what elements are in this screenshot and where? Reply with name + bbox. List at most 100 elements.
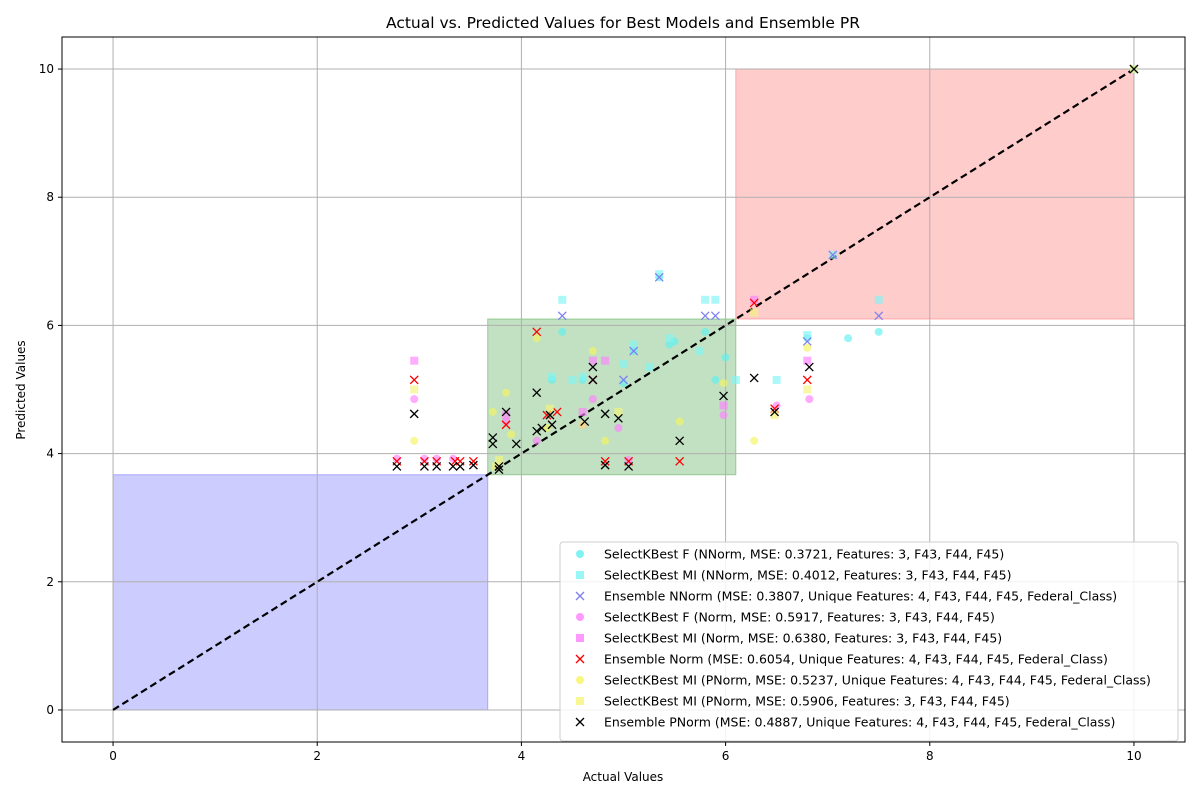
x-marker-stroke bbox=[392, 461, 402, 471]
data-point bbox=[588, 395, 597, 404]
data-point bbox=[675, 456, 685, 466]
series-6 bbox=[410, 334, 812, 445]
data-point bbox=[588, 347, 597, 356]
x-marker-stroke bbox=[580, 417, 590, 427]
data-point bbox=[750, 295, 759, 304]
data-point bbox=[710, 311, 720, 321]
legend-marker bbox=[575, 591, 585, 601]
legend-entry-label: SelectKBest F (NNorm, MSE: 0.3721, Featu… bbox=[604, 547, 1004, 562]
x-marker-stroke bbox=[675, 456, 685, 466]
legend-entry-label: Ensemble PNorm (MSE: 0.4887, Unique Feat… bbox=[604, 715, 1115, 730]
x-marker-stroke bbox=[874, 311, 884, 321]
data-point bbox=[675, 436, 685, 446]
data-point bbox=[770, 407, 780, 417]
data-point bbox=[532, 436, 541, 445]
data-point bbox=[578, 407, 587, 416]
data-point bbox=[410, 395, 419, 404]
data-point bbox=[614, 423, 623, 432]
x-marker-stroke bbox=[804, 362, 814, 372]
data-point bbox=[711, 375, 720, 384]
y-tick-label: 0 bbox=[46, 703, 54, 717]
data-point bbox=[719, 411, 728, 420]
data-point bbox=[537, 423, 547, 433]
data-point bbox=[568, 375, 577, 384]
data-point bbox=[502, 388, 511, 397]
x-tick-label: 6 bbox=[722, 749, 730, 763]
data-point bbox=[532, 388, 542, 398]
x-marker-stroke bbox=[501, 420, 511, 430]
y-tick-label: 4 bbox=[46, 447, 54, 461]
data-point bbox=[874, 327, 883, 336]
data-point bbox=[619, 359, 628, 368]
data-point bbox=[802, 375, 812, 385]
data-point bbox=[613, 413, 623, 423]
x-marker-stroke bbox=[613, 413, 623, 423]
reference-line-layer bbox=[112, 68, 1135, 711]
x-marker-stroke bbox=[432, 461, 442, 471]
data-point bbox=[532, 334, 541, 343]
x-marker-stroke bbox=[710, 311, 720, 321]
data-point bbox=[545, 404, 554, 413]
x-marker-stroke bbox=[802, 375, 812, 385]
data-point bbox=[629, 346, 639, 356]
data-point bbox=[619, 375, 628, 385]
data-point bbox=[410, 356, 419, 365]
data-point bbox=[719, 401, 728, 410]
x-marker-stroke bbox=[409, 375, 419, 385]
data-point bbox=[645, 363, 654, 372]
x-marker-stroke bbox=[749, 373, 759, 383]
x-marker-stroke bbox=[619, 375, 628, 385]
data-point bbox=[711, 295, 720, 304]
data-point bbox=[844, 334, 853, 343]
data-point bbox=[502, 411, 511, 420]
data-point bbox=[547, 420, 557, 430]
data-point bbox=[696, 347, 705, 356]
data-point bbox=[588, 375, 598, 385]
data-point bbox=[772, 375, 781, 384]
data-point bbox=[488, 439, 498, 449]
data-point bbox=[548, 372, 557, 381]
x-marker-stroke bbox=[557, 311, 567, 321]
data-point bbox=[588, 356, 597, 365]
x-marker-stroke bbox=[501, 407, 511, 417]
data-point bbox=[655, 270, 664, 279]
x-marker-stroke bbox=[600, 409, 610, 419]
x-marker-stroke bbox=[468, 456, 478, 466]
x-tick-label: 0 bbox=[109, 749, 117, 763]
data-point bbox=[558, 295, 567, 304]
data-point bbox=[629, 340, 638, 349]
data-point bbox=[665, 334, 674, 343]
data-point bbox=[731, 375, 740, 384]
x-marker-stroke bbox=[532, 327, 542, 337]
series-4 bbox=[410, 295, 812, 420]
data-point bbox=[874, 295, 883, 304]
x-marker-stroke bbox=[494, 461, 504, 471]
data-point bbox=[542, 423, 551, 432]
y-tick-label: 6 bbox=[46, 318, 54, 332]
x-marker-stroke bbox=[575, 717, 585, 727]
data-point bbox=[494, 465, 504, 475]
legend-marker bbox=[576, 634, 584, 642]
data-point bbox=[392, 461, 402, 471]
x-marker-stroke bbox=[511, 439, 521, 449]
data-point bbox=[654, 272, 664, 282]
x-marker-stroke bbox=[448, 461, 458, 471]
data-point bbox=[624, 456, 633, 464]
legend-marker bbox=[576, 613, 584, 621]
points-layer bbox=[392, 64, 1139, 475]
x-marker-stroke bbox=[532, 388, 542, 398]
data-point bbox=[601, 356, 610, 365]
legend-entry-label: SelectKBest MI (PNorm, MSE: 0.5906, Feat… bbox=[604, 694, 1010, 709]
data-point bbox=[701, 295, 710, 304]
y-tick-label: 2 bbox=[46, 575, 54, 589]
x-marker-stroke bbox=[409, 409, 419, 419]
data-point bbox=[494, 461, 504, 471]
data-point bbox=[600, 460, 610, 470]
x-marker-stroke bbox=[552, 407, 562, 417]
legend-marker bbox=[576, 571, 584, 579]
x-marker-stroke bbox=[629, 346, 639, 356]
legend-marker bbox=[575, 717, 585, 727]
diagonal-reference-line bbox=[112, 68, 1135, 711]
grid-layer bbox=[62, 37, 1185, 742]
